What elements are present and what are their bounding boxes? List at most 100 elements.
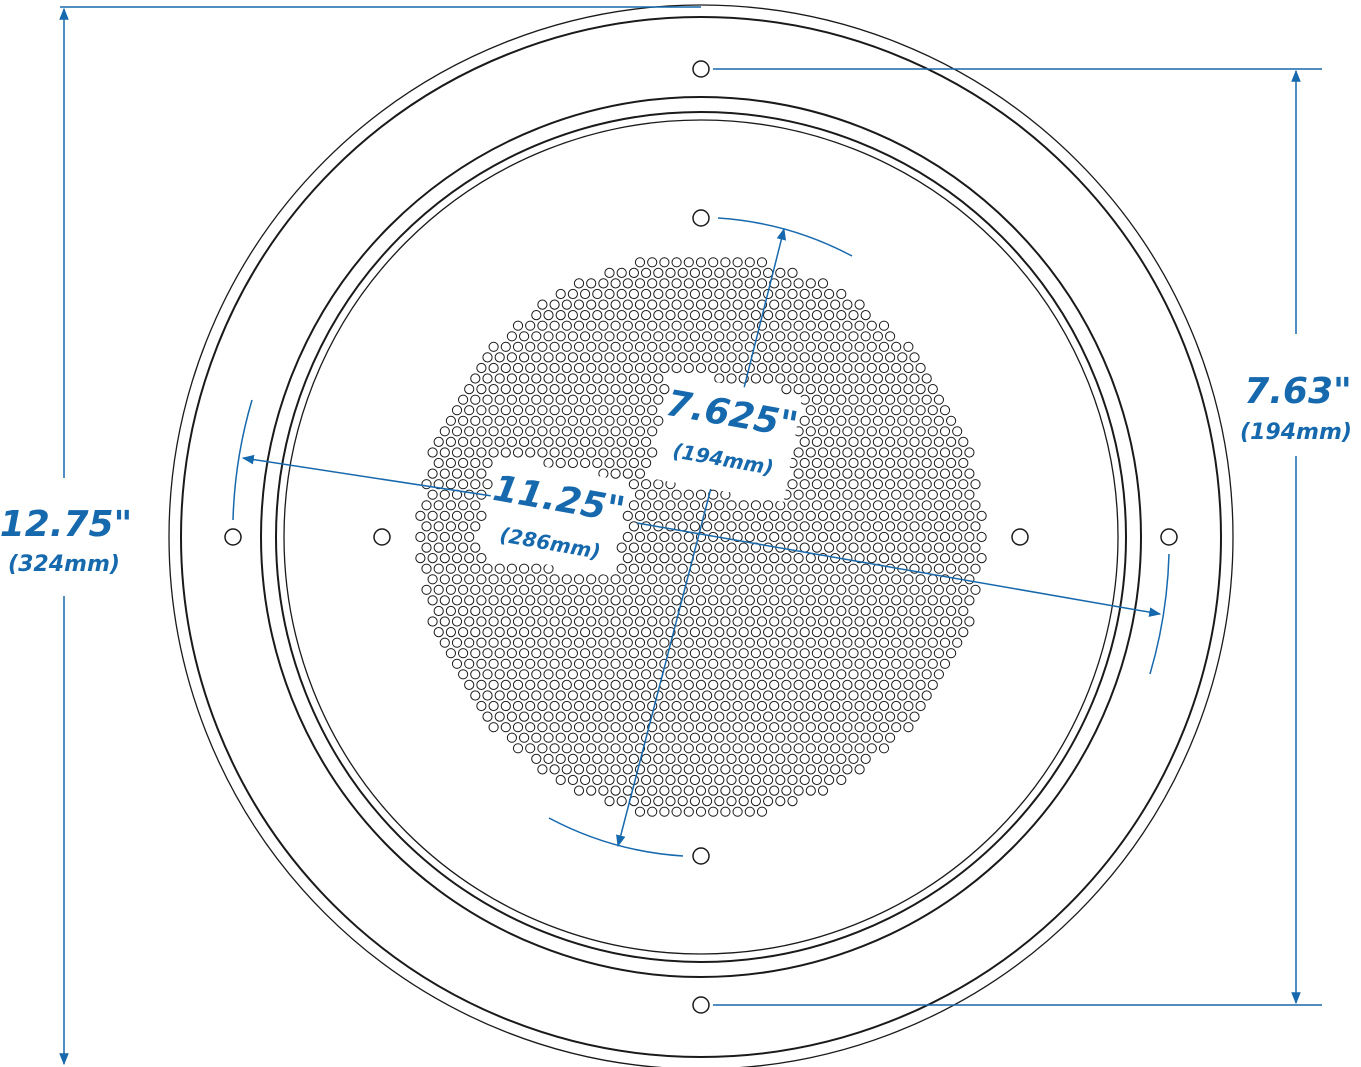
grille-hole xyxy=(836,605,847,617)
grille-hole xyxy=(763,310,774,321)
grille-hole xyxy=(671,320,682,331)
grille-hole xyxy=(836,373,847,384)
grille-hole xyxy=(958,500,969,511)
grille-hole xyxy=(939,531,951,543)
grille-hole xyxy=(872,500,884,511)
grille-hole xyxy=(720,679,731,691)
grille-hole xyxy=(610,426,621,437)
outer-arc-right xyxy=(1149,553,1170,675)
grille-hole xyxy=(604,753,615,765)
grille-hole xyxy=(830,320,841,331)
grille-hole xyxy=(458,584,469,595)
grille-hole xyxy=(610,764,621,775)
grille-hole xyxy=(848,669,859,680)
grille-hole xyxy=(933,563,945,574)
grille-hole xyxy=(885,627,896,638)
grille-hole xyxy=(512,341,524,352)
grille-hole xyxy=(604,352,615,363)
grille-hole xyxy=(891,722,902,733)
grille-hole xyxy=(830,679,841,691)
grille-hole xyxy=(561,341,572,352)
grille-hole xyxy=(750,310,762,321)
grille-hole xyxy=(488,658,499,669)
grille-hole xyxy=(933,605,945,617)
grille-hole xyxy=(811,394,823,405)
grille-hole xyxy=(775,521,786,532)
grille-hole xyxy=(976,553,987,564)
grille-hole xyxy=(763,373,774,384)
grille-hole xyxy=(933,542,945,553)
grille-hole xyxy=(939,489,951,500)
grille-hole xyxy=(500,341,511,352)
grille-hole xyxy=(732,764,743,775)
grille-hole xyxy=(854,447,865,458)
grille-hole xyxy=(708,299,719,310)
grille-hole xyxy=(897,627,908,638)
grille-hole xyxy=(525,658,536,669)
grille-hole xyxy=(836,500,847,511)
grille-hole xyxy=(897,584,908,595)
grille-hole xyxy=(781,299,792,310)
grille-hole xyxy=(628,753,640,765)
grille-hole xyxy=(927,679,938,691)
grille-hole xyxy=(726,753,737,765)
grille-hole xyxy=(939,426,951,437)
grille-hole xyxy=(915,405,926,416)
grille-hole xyxy=(610,384,621,395)
grille-hole xyxy=(708,341,719,352)
grille-hole xyxy=(744,574,755,585)
grille-hole xyxy=(744,785,755,796)
grille-hole xyxy=(519,436,530,447)
grille-hole xyxy=(769,595,780,606)
grille-hole xyxy=(647,616,658,627)
grille-hole xyxy=(805,447,816,458)
grille-hole xyxy=(592,732,603,743)
grille-hole xyxy=(598,299,609,310)
grille-hole xyxy=(628,669,640,680)
grille-hole xyxy=(726,500,737,511)
grille-hole xyxy=(872,648,884,659)
grille-hole xyxy=(653,500,664,511)
grille-hole xyxy=(439,426,450,437)
grille-hole xyxy=(647,510,658,522)
grille-hole xyxy=(872,732,884,743)
grille-hole xyxy=(946,500,957,511)
grille-hole xyxy=(732,362,743,374)
grille-hole xyxy=(781,574,792,585)
grille-hole xyxy=(775,732,786,743)
grille-hole xyxy=(781,658,792,669)
grille-hole xyxy=(805,426,816,437)
grille-hole xyxy=(470,542,481,553)
grille-hole xyxy=(659,362,670,374)
grille-hole xyxy=(634,743,646,754)
grille-hole xyxy=(756,637,768,648)
grille-hole xyxy=(824,690,835,701)
grille-hole xyxy=(921,669,932,680)
grille-hole xyxy=(848,753,859,765)
grille-hole xyxy=(616,267,627,278)
grille-hole xyxy=(854,700,865,712)
grille-hole xyxy=(427,468,438,479)
grille-hole xyxy=(878,362,890,374)
grille-hole xyxy=(708,806,719,817)
grille-hole xyxy=(567,331,579,342)
grille-hole xyxy=(451,553,463,564)
grille-hole xyxy=(726,331,737,342)
grille-hole xyxy=(933,627,945,638)
grille-hole xyxy=(519,605,530,617)
grille-hole xyxy=(793,278,804,289)
grille-hole xyxy=(592,288,603,300)
grille-hole xyxy=(720,700,731,712)
grille-hole xyxy=(512,595,524,606)
grille-hole xyxy=(781,341,792,352)
grille-hole xyxy=(781,785,792,796)
grille-hole xyxy=(817,341,829,352)
grille-hole xyxy=(726,796,737,807)
grille-hole xyxy=(561,658,572,669)
grille-hole xyxy=(927,595,938,606)
grille-hole xyxy=(519,690,530,701)
grille-hole xyxy=(793,679,804,691)
grille-hole xyxy=(433,457,444,469)
grille-hole xyxy=(573,362,585,374)
grille-hole xyxy=(641,584,652,595)
